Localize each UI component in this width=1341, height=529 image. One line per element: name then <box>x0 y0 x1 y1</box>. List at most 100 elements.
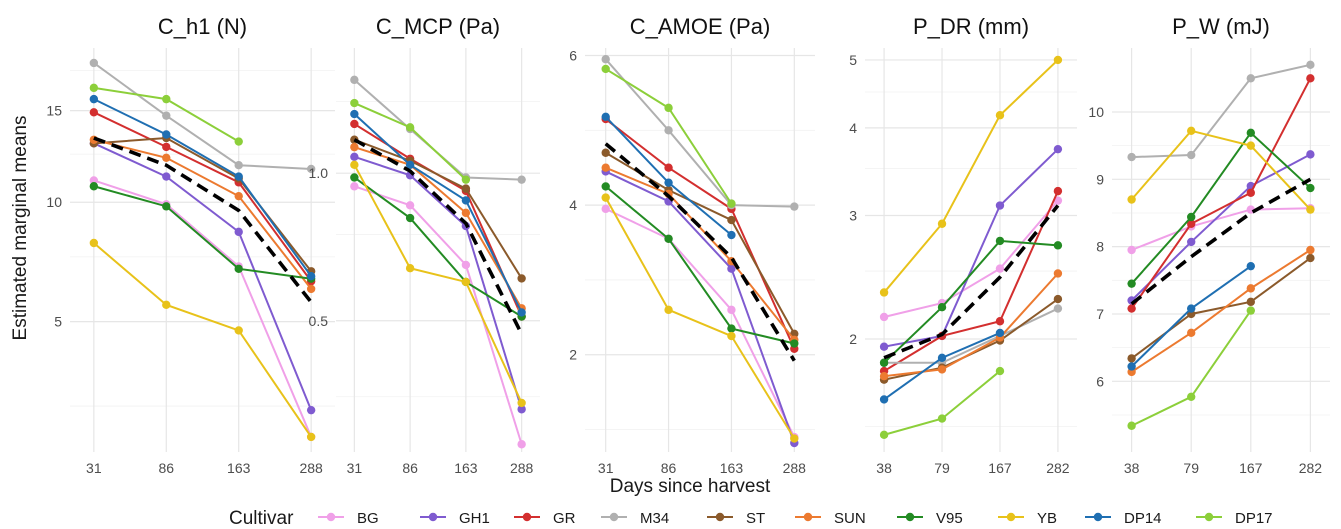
series-v95 <box>1127 128 1315 288</box>
y-tick-label: 1.0 <box>309 165 329 181</box>
data-point <box>1306 150 1315 159</box>
y-tick-label: 2 <box>849 331 857 347</box>
data-point <box>306 405 316 415</box>
series-line <box>93 138 312 290</box>
data-point <box>727 199 736 208</box>
series-line <box>353 113 523 313</box>
legend-item-sun: SUN <box>795 510 866 527</box>
data-point <box>517 175 526 184</box>
x-tick-label: 288 <box>783 460 807 476</box>
series-line <box>605 207 796 438</box>
y-tick-label: 3 <box>849 208 857 224</box>
x-tick-label: 38 <box>876 460 892 476</box>
data-point <box>350 109 359 119</box>
data-point <box>350 142 359 152</box>
series-v95 <box>601 182 799 348</box>
series-yb <box>89 238 316 442</box>
data-point <box>601 112 610 122</box>
series-line <box>93 98 312 277</box>
data-point <box>995 111 1005 120</box>
legend-label: GR <box>553 510 576 527</box>
data-point <box>664 178 673 187</box>
data-point <box>879 312 889 322</box>
data-point <box>727 331 736 341</box>
data-point <box>350 182 359 191</box>
x-tick-label: 282 <box>1299 460 1323 476</box>
data-point <box>601 193 610 202</box>
legend: Cultivar BG GH1 GR M34 ST SUN V95 YB DP14 DP17 <box>229 508 1273 529</box>
data-point <box>664 126 673 135</box>
legend-label: ST <box>746 510 765 527</box>
series-st <box>350 135 526 283</box>
legend-item-gr: GR <box>514 510 576 527</box>
data-point <box>879 358 889 367</box>
data-point <box>1187 219 1196 228</box>
data-point <box>461 175 471 184</box>
data-point <box>461 277 471 287</box>
series-line <box>884 307 1059 364</box>
legend-item-m34: M34 <box>601 510 669 527</box>
panel-title: P_DR (mm) <box>913 14 1029 39</box>
data-point <box>350 160 359 170</box>
series-yb <box>350 160 526 408</box>
x-tick-label: 79 <box>1183 460 1199 476</box>
legend-marker <box>803 512 813 522</box>
data-point <box>995 328 1005 338</box>
series-line <box>883 200 1059 318</box>
series-line <box>93 185 312 280</box>
data-point <box>234 227 243 237</box>
x-tick-label: 282 <box>1046 460 1070 476</box>
data-point <box>1246 188 1255 197</box>
series-line <box>354 138 523 279</box>
data-point <box>664 163 673 172</box>
data-point <box>879 372 889 381</box>
y-tick-label: 5 <box>54 314 62 330</box>
series-line <box>604 58 795 208</box>
legend-item-dp17: DP17 <box>1196 510 1273 527</box>
legend-marker <box>1093 512 1103 522</box>
x-tick-label: 167 <box>1239 460 1263 476</box>
data-point <box>234 191 243 201</box>
series-line <box>883 239 1058 364</box>
data-point <box>162 111 171 120</box>
x-tick-label: 31 <box>347 460 363 476</box>
y-tick-label: 2 <box>569 347 577 363</box>
data-point <box>162 300 171 310</box>
legend-label: BG <box>357 510 379 527</box>
data-point <box>601 55 610 64</box>
data-point <box>350 119 359 129</box>
series-gr <box>89 108 316 286</box>
legend-label: SUN <box>834 510 866 527</box>
panel-title: P_W (mJ) <box>1172 14 1270 39</box>
series-dp17 <box>601 64 736 208</box>
series-gh1 <box>89 139 316 415</box>
series-m34 <box>89 58 316 174</box>
legend-label: DP14 <box>1124 510 1162 527</box>
data-point <box>162 172 171 181</box>
data-point <box>1306 253 1315 263</box>
data-point <box>1127 245 1136 255</box>
data-point <box>517 308 526 317</box>
x-axis-title: Days since harvest <box>610 476 771 497</box>
data-point <box>306 432 316 442</box>
series-line <box>604 197 796 440</box>
data-point <box>461 208 471 218</box>
data-point <box>517 405 526 414</box>
panel-c-amoe-pa: C_AMOE (Pa) 2 4 6 31 86 163 288 <box>569 14 815 476</box>
data-point <box>1053 55 1063 65</box>
legend-item-v95: V95 <box>897 510 963 527</box>
data-point <box>995 264 1005 273</box>
data-point <box>1187 150 1196 160</box>
series-sun <box>879 269 1063 381</box>
data-point <box>1306 183 1315 193</box>
mean-trend-line <box>93 136 313 304</box>
y-tick-label: 6 <box>1096 373 1104 389</box>
x-tick-label: 288 <box>510 460 534 476</box>
series-line <box>354 155 523 410</box>
data-point <box>234 137 243 146</box>
data-point <box>89 238 99 248</box>
data-point <box>1246 128 1255 138</box>
data-point <box>89 176 99 185</box>
series-st <box>1127 253 1315 363</box>
